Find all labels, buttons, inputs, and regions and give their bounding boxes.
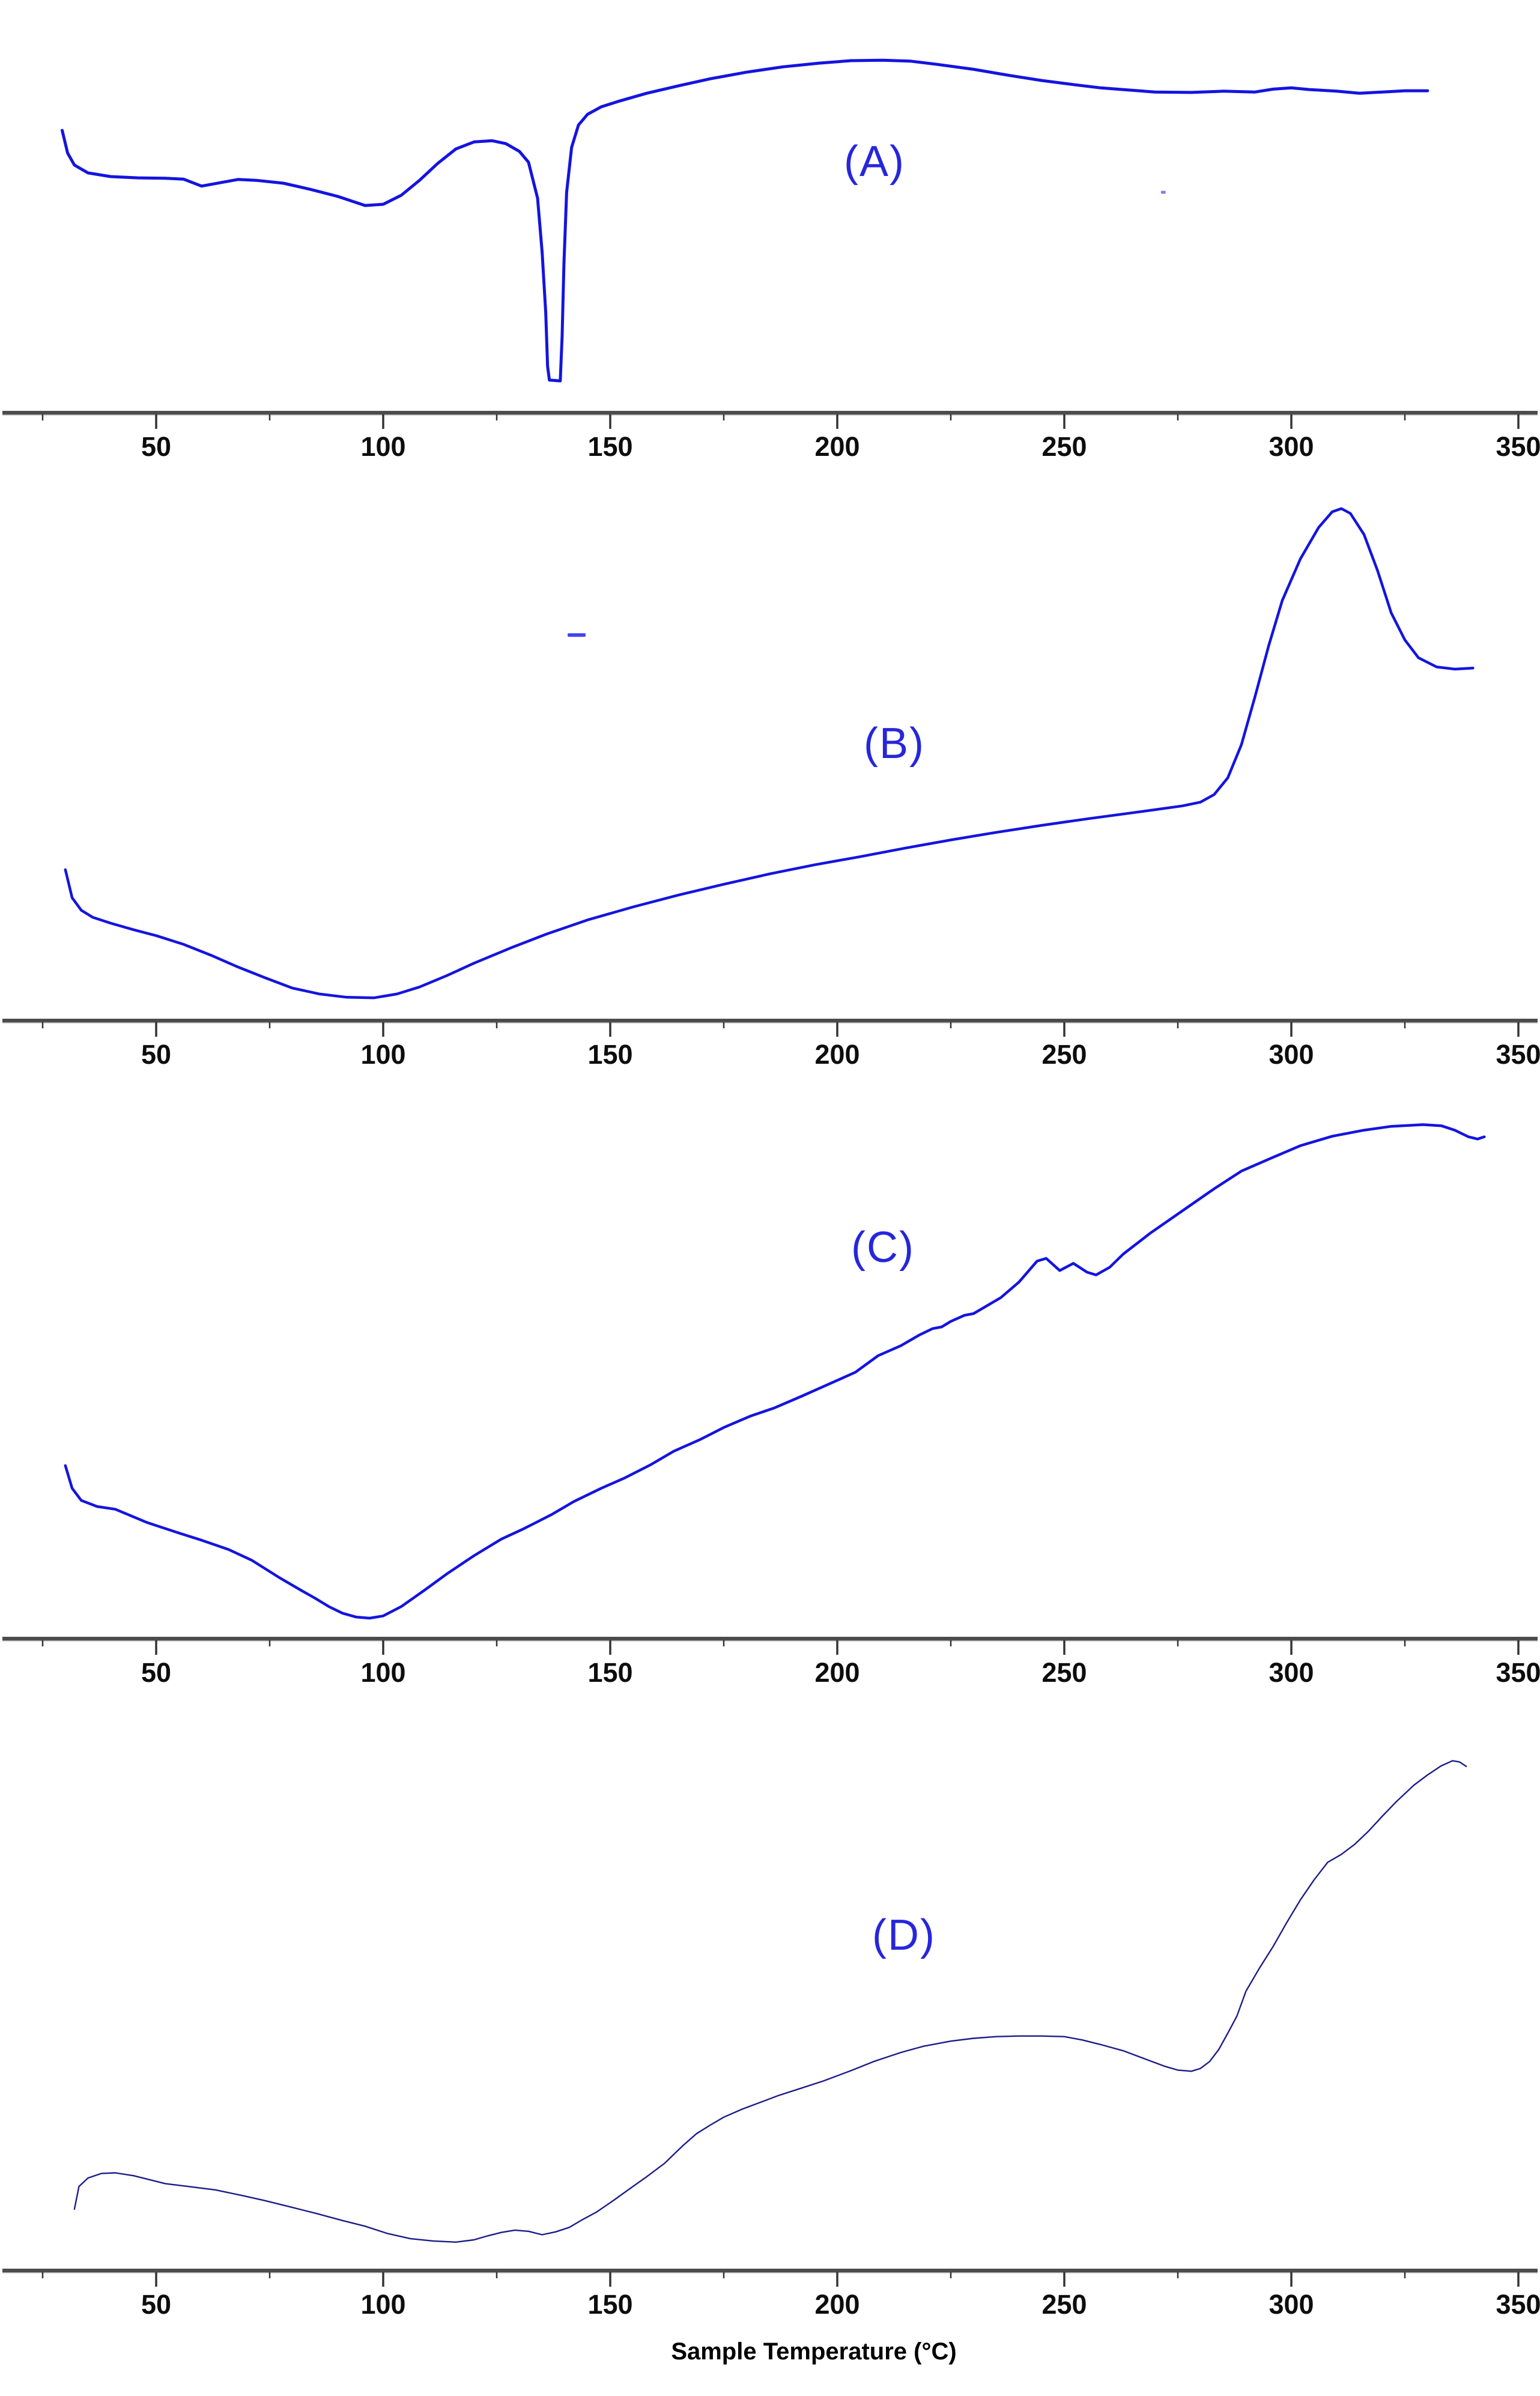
- x-tick-label-A-50: 50: [141, 431, 172, 462]
- x-axis-underline-B: [2, 1022, 1538, 1024]
- panel-label-C: (C): [851, 1224, 915, 1272]
- x-tick-label-D-250: 250: [1041, 2289, 1087, 2320]
- x-tick-label-B-200: 200: [814, 1039, 860, 1070]
- x-tick-label-D-350: 350: [1496, 2289, 1540, 2320]
- x-tick-label-A-200: 200: [814, 431, 860, 462]
- x-tick-label-C-200: 200: [814, 1657, 860, 1688]
- panel-label-D: (D): [872, 1911, 936, 1959]
- x-axis-line-A: [2, 411, 1538, 414]
- x-axis-underline-C: [2, 1640, 1538, 1642]
- x-tick-label-A-300: 300: [1269, 431, 1314, 462]
- x-tick-label-D-150: 150: [587, 2289, 633, 2320]
- x-axis-line-B: [2, 1019, 1538, 1022]
- x-tick-label-B-150: 150: [587, 1039, 633, 1070]
- x-tick-label-D-100: 100: [360, 2289, 406, 2320]
- dsc-curve-D: [73, 1760, 1467, 2243]
- x-tick-label-A-350: 350: [1496, 431, 1540, 462]
- x-tick-label-B-100: 100: [360, 1039, 406, 1070]
- dsc-curve-C: [64, 1123, 1486, 1620]
- x-tick-label-D-50: 50: [141, 2289, 172, 2320]
- x-tick-label-A-100: 100: [360, 431, 406, 462]
- x-tick-label-C-150: 150: [587, 1657, 633, 1688]
- x-tick-label-C-100: 100: [360, 1657, 406, 1688]
- artifact-dash-B: [568, 633, 586, 637]
- x-tick-label-C-250: 250: [1041, 1657, 1087, 1688]
- x-tick-label-A-250: 250: [1041, 431, 1087, 462]
- x-tick-label-C-50: 50: [141, 1657, 172, 1688]
- x-tick-label-C-350: 350: [1496, 1657, 1540, 1688]
- dsc-curve-B: [64, 507, 1475, 999]
- x-tick-label-D-300: 300: [1269, 2289, 1314, 2320]
- x-axis-underline-D: [2, 2272, 1538, 2273]
- artifact-dot-A: [1160, 190, 1166, 194]
- x-tick-label-B-350: 350: [1496, 1039, 1540, 1070]
- x-axis-line-C: [2, 1637, 1538, 1640]
- x-tick-label-A-150: 150: [587, 431, 633, 462]
- x-tick-label-B-250: 250: [1041, 1039, 1087, 1070]
- x-axis-title: Sample Temperature (°C): [671, 2338, 957, 2365]
- x-axis-underline-A: [2, 414, 1538, 416]
- x-tick-label-B-50: 50: [141, 1039, 172, 1070]
- panel-label-A: (A): [844, 138, 905, 186]
- panel-label-B: (B): [864, 720, 925, 768]
- x-tick-label-B-300: 300: [1269, 1039, 1314, 1070]
- dsc-curve-A: [61, 58, 1429, 383]
- x-tick-label-D-200: 200: [814, 2289, 860, 2320]
- x-axis-line-D: [2, 2269, 1538, 2272]
- x-tick-label-C-300: 300: [1269, 1657, 1314, 1688]
